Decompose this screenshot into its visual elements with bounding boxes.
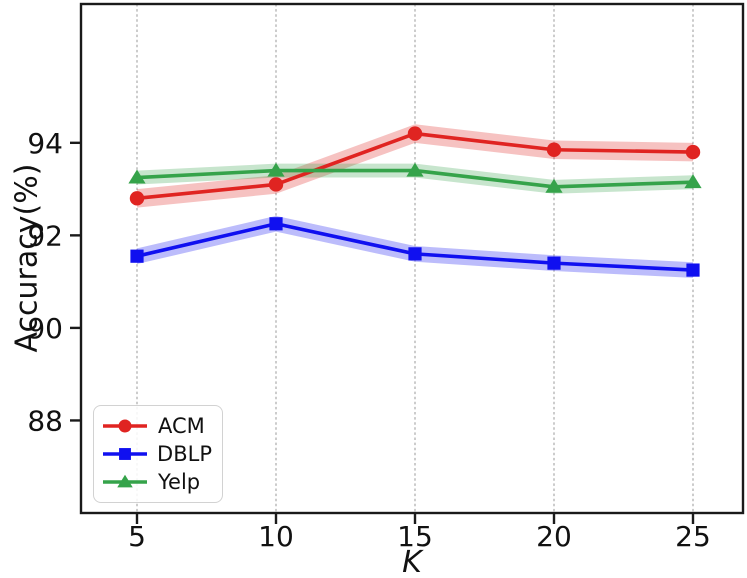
series-acm [129, 126, 701, 206]
triangle-marker-icon [103, 474, 147, 488]
data-point-marker [408, 247, 422, 261]
data-point-marker [547, 256, 561, 270]
data-point-marker [117, 474, 133, 488]
series-dblp [130, 217, 700, 277]
series-yelp [128, 162, 702, 193]
data-point-marker [119, 448, 131, 460]
legend-item-yelp: Yelp [102, 468, 212, 496]
legend-item-acm: ACM [102, 412, 212, 440]
x-axis-label: K [402, 545, 422, 578]
circle-marker-icon [103, 419, 147, 433]
x-tick-label: 25 [675, 520, 711, 553]
y-axis-label: Accuracy(%) [9, 163, 45, 353]
data-point-marker [686, 263, 700, 277]
data-point-marker [130, 249, 144, 263]
x-tick-label: 15 [397, 520, 433, 553]
data-point-marker [118, 419, 132, 433]
data-point-marker [546, 142, 562, 157]
square-marker-icon [103, 448, 147, 460]
data-point-marker [267, 162, 285, 177]
data-point-marker [128, 169, 146, 184]
data-point-marker [268, 177, 284, 192]
legend-label: ACM [158, 413, 205, 438]
x-tick-label: 10 [258, 520, 294, 553]
data-point-marker [407, 126, 423, 141]
legend-label: Yelp [158, 469, 201, 494]
legend-item-dblp: DBLP [102, 440, 212, 468]
y-tick-label: 90 [27, 312, 63, 345]
data-point-marker [684, 174, 702, 189]
data-point-marker [406, 162, 424, 177]
data-point-marker [545, 178, 563, 193]
y-tick-label: 92 [27, 219, 63, 252]
legend-label: DBLP [157, 441, 212, 466]
legend: ACM DBLP Yelp [93, 405, 223, 503]
data-point-marker [129, 191, 145, 206]
data-point-marker [269, 217, 283, 231]
x-tick-label: 20 [536, 520, 572, 553]
x-tick-label: 5 [128, 520, 146, 553]
y-tick-label: 94 [27, 127, 63, 160]
plot-border [79, 2, 745, 515]
data-point-marker [685, 144, 701, 160]
y-tick-label: 88 [27, 404, 63, 437]
